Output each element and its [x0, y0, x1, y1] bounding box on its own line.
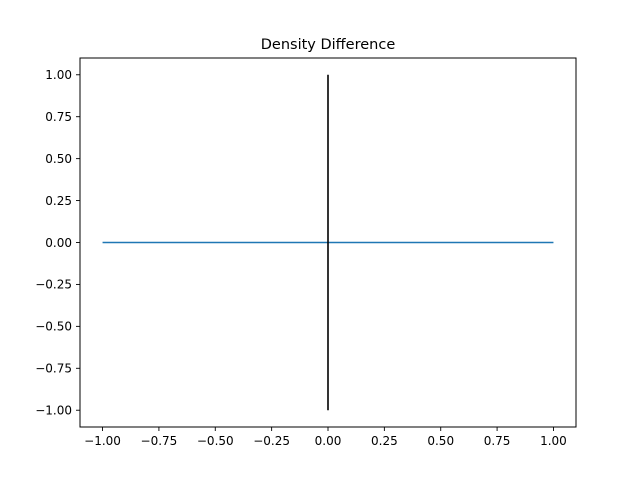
x-axis: −1.00 −0.75 −0.50 −0.25 0.00 0.25 0.50 0.75 1.00 — [84, 427, 567, 448]
x-tick-label: 0.25 — [371, 434, 398, 448]
y-tick-label: 0.50 — [45, 152, 72, 166]
y-tick-label: −0.25 — [35, 278, 72, 292]
x-tick-label: 0.50 — [427, 434, 454, 448]
y-axis: −1.00 −0.75 −0.50 −0.25 0.00 0.25 0.50 0.75 1.00 — [35, 68, 80, 418]
y-tick-label: 0.75 — [45, 110, 72, 124]
x-tick-label: −0.50 — [197, 434, 234, 448]
y-tick-label: −0.75 — [35, 362, 72, 376]
x-tick-label: −0.25 — [253, 434, 290, 448]
y-tick-label: −0.50 — [35, 320, 72, 334]
x-tick-label: 0.75 — [484, 434, 511, 448]
y-tick-label: 0.00 — [45, 236, 72, 250]
series-layer — [102, 74, 554, 411]
x-tick-label: −0.75 — [141, 434, 178, 448]
x-tick-label: 0.00 — [315, 434, 342, 448]
y-tick-label: 1.00 — [45, 68, 72, 82]
y-tick-label: −1.00 — [35, 404, 72, 418]
y-tick-label: 0.25 — [45, 194, 72, 208]
x-tick-label: 1.00 — [540, 434, 567, 448]
chart-title: Density Difference — [261, 37, 396, 53]
x-tick-label: −1.00 — [84, 434, 121, 448]
